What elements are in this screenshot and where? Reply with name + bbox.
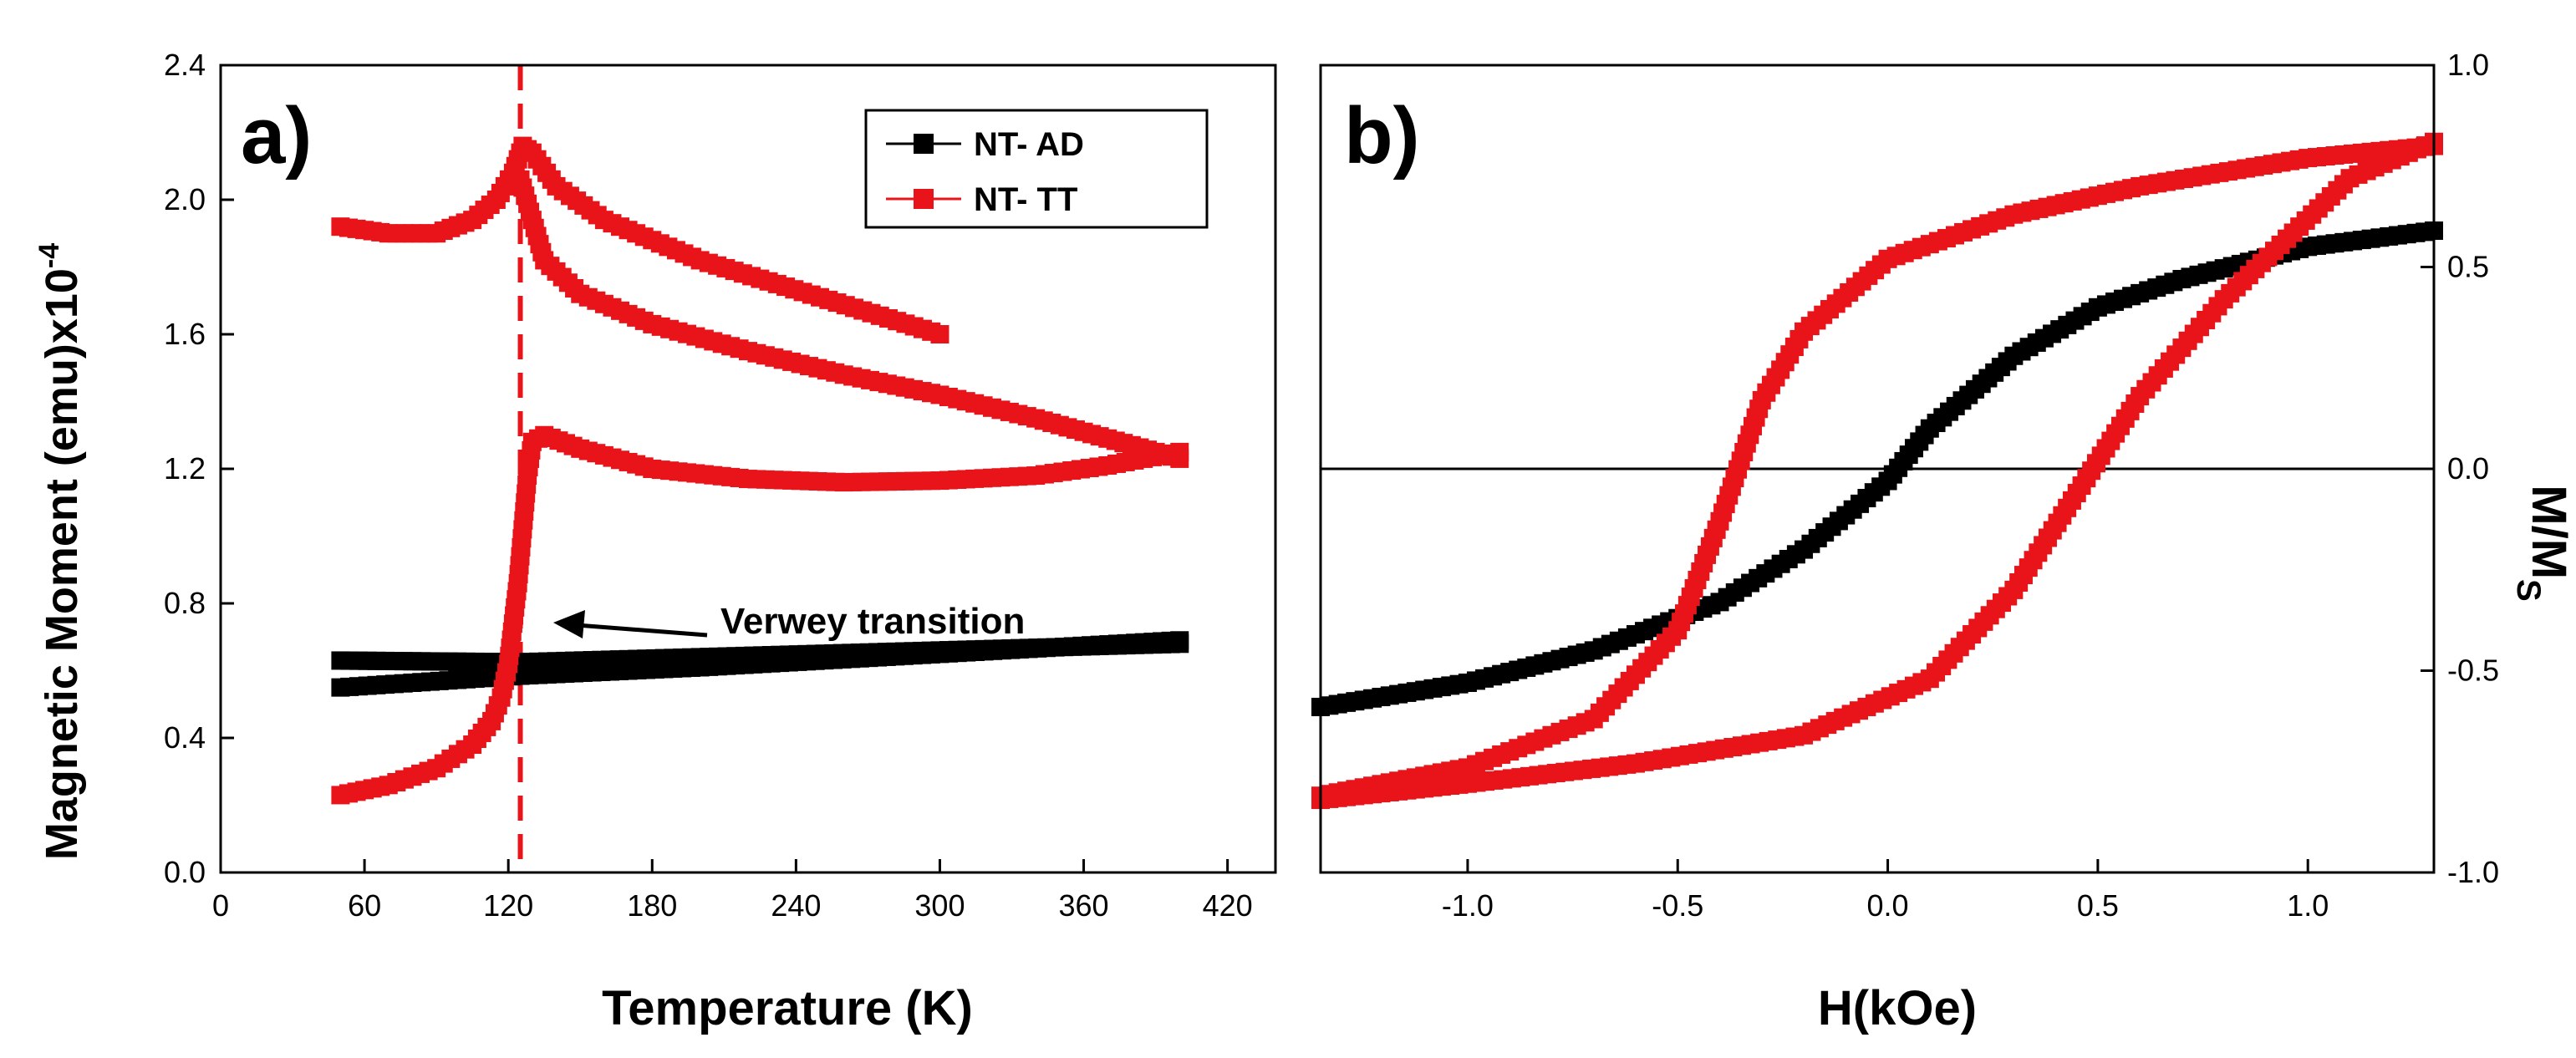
panel-a-ylabel-exponent: -4 [33, 243, 65, 268]
series-nt-tt [331, 136, 1189, 805]
verwey-annotation: Verwey transition [553, 601, 1025, 642]
panel-a-marks [331, 65, 1189, 872]
y-tick-label: 0.4 [164, 720, 206, 755]
legend-label-ad: NT- AD [974, 126, 1084, 163]
x-tick-label: -1.0 [1442, 888, 1494, 923]
panel-b-ylabel-subscript: S [2510, 579, 2547, 602]
x-tick-label: 0 [212, 888, 229, 923]
y-tick-label: -1.0 [2447, 855, 2499, 889]
y-tick-label: 0.0 [2447, 451, 2489, 486]
legend-label-tt: NT- TT [974, 181, 1077, 218]
series-nt-ad [331, 631, 1189, 697]
annotation-text: Verwey transition [720, 601, 1025, 642]
panel-b-axes: -1.0 -0.5 0.0 0.5 1.0 -1.0 -0.5 0.0 0.5 1.0 [1319, 48, 2499, 923]
data-point [1170, 449, 1189, 468]
panel-a-legend: NT- AD NT- TT [864, 109, 1209, 229]
x-tick-label: 420 [1203, 888, 1253, 923]
x-tick-label: 0.5 [2077, 888, 2119, 923]
panel-a-label: a) [241, 91, 312, 181]
panel-b-label: b) [1344, 91, 1420, 181]
data-point [1170, 631, 1189, 650]
annotation-arrow-head [553, 610, 585, 638]
data-point [930, 325, 949, 343]
y-tick-label: 0.5 [2447, 250, 2489, 284]
legend-marker-tt [914, 189, 934, 209]
y-tick-label: 0.8 [164, 586, 206, 620]
panel-a-chart: 0 60 120 180 240 300 360 420 0.0 0.4 0.8 1.2 1.6 2.0 2… [33, 48, 1277, 1035]
panel-b-ylabel-text: M/M [2522, 485, 2576, 579]
x-tick-label: 120 [483, 888, 533, 923]
panel-a-ylabel-text: Magnetic Moment (emu)x10 [37, 268, 87, 860]
x-tick-label: 360 [1059, 888, 1109, 923]
panel-a-ylabel: Magnetic Moment (emu)x10-4 [33, 243, 87, 860]
panel-a-axes: 0 60 120 180 240 300 360 420 0.0 0.4 0.8 1.2 1.6 2.0 2… [164, 48, 1277, 923]
panel-b-xlabel: H(kOe) [1818, 981, 1977, 1035]
x-tick-label: 300 [914, 888, 965, 923]
y-tick-label: 2.0 [164, 182, 206, 216]
y-tick-label: 1.6 [164, 317, 206, 351]
series-nt-ad [1311, 221, 2443, 716]
panel-a-xlabel: Temperature (K) [602, 981, 973, 1035]
x-tick-label: 240 [771, 888, 821, 923]
y-tick-label: 2.4 [164, 48, 206, 82]
x-tick-label: 1.0 [2287, 888, 2329, 923]
panel-b-marks [1311, 132, 2443, 810]
annotation-arrow-line [576, 623, 708, 638]
y-tick-label: 1.2 [164, 451, 206, 486]
x-tick-label: 180 [627, 888, 677, 923]
y-tick-label: 0.0 [164, 855, 206, 889]
y-tick-label: 1.0 [2447, 48, 2489, 82]
legend-marker-ad [914, 134, 934, 154]
x-tick-label: -0.5 [1652, 888, 1703, 923]
y-tick-label: -0.5 [2447, 654, 2499, 688]
x-tick-label: 60 [348, 888, 381, 923]
panel-b-ylabel: M/MS [2510, 485, 2576, 601]
x-tick-label: 0.0 [1867, 888, 1909, 923]
panel-b-chart: -1.0 -0.5 0.0 0.5 1.0 -1.0 -0.5 0.0 0.5 1.0 b) H(… [1311, 48, 2576, 1035]
series-nt-tt [1311, 132, 2443, 810]
